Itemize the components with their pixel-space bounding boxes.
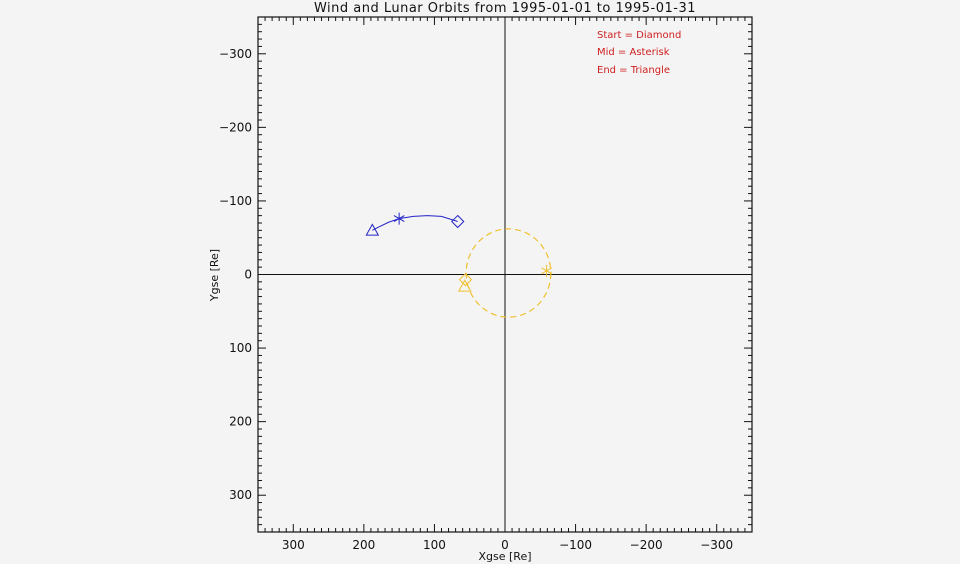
x-tick-label: −300 [700,538,733,552]
legend-start: Start = Diamond [597,30,681,41]
x-tick-label: 200 [352,538,375,552]
x-tick-label: −200 [630,538,663,552]
x-tick-labels: 300 200 100 0 −100 −200 −300 [282,538,733,552]
series-1 [365,212,465,236]
series-orbit [465,228,552,318]
mid-asterisk-marker [393,212,405,225]
x-tick-label: 100 [423,538,446,552]
y-tick-labels: −300 −200 −100 0 100 200 300 [219,47,252,502]
x-axis-label: Xgse [Re] [478,550,531,563]
end-triangle-marker [457,279,472,292]
series-2 [457,228,553,318]
y-tick-label: 300 [229,488,252,502]
legend-mid: Mid = Asterisk [597,47,670,58]
y-tick-label: −100 [219,194,252,208]
x-tick-label: −100 [559,538,592,552]
y-tick-label: 0 [244,268,252,282]
y-tick-label: 200 [229,415,252,429]
y-tick-label: 100 [229,341,252,355]
x-tick-label: 0 [501,538,509,552]
y-axis-label: Ygse [Re] [208,249,221,302]
start-diamond-marker [458,272,473,287]
start-diamond-marker [451,214,465,229]
chart-title: Wind and Lunar Orbits from 1995-01-01 to… [314,1,696,16]
end-triangle-marker [365,223,380,236]
legend: Start = Diamond Mid = Asterisk End = Tri… [597,30,681,76]
series-line [372,215,458,231]
x-tick-label: 300 [282,538,305,552]
series-layer [365,212,553,318]
legend-end: End = Triangle [597,65,670,76]
y-tick-label: −300 [219,47,252,61]
y-tick-label: −200 [219,120,252,134]
mid-asterisk-marker [541,264,553,277]
